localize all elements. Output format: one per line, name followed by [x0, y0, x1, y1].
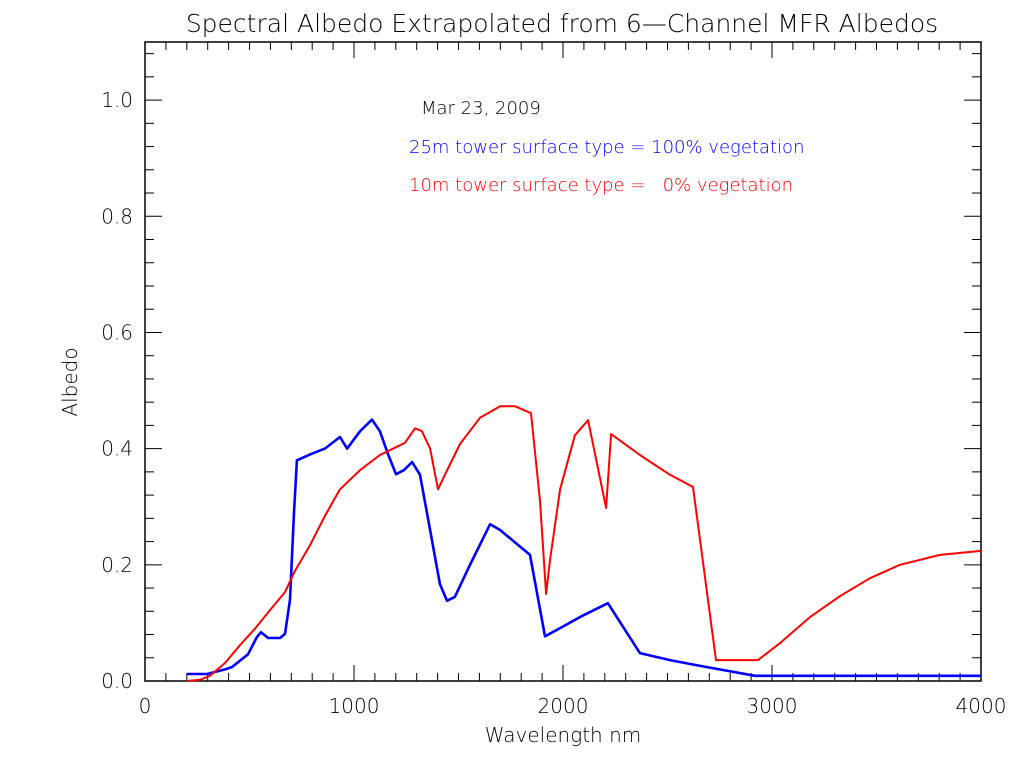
legend-blue: 25m tower surface type = 100% vegetation: [409, 137, 804, 158]
series-line-10m-tower: [186, 405, 982, 682]
y-tick-label: 0.6: [101, 320, 133, 344]
annotation-date: Mar 23, 2009: [421, 98, 541, 119]
x-tick-label: 2000: [538, 694, 589, 718]
legend-red: 10m tower surface type = 0% vegetation: [409, 175, 793, 196]
y-tick-label: 0.0: [101, 669, 133, 693]
y-tick-label: 0.2: [101, 553, 133, 577]
x-tick-label: 0: [139, 694, 152, 718]
chart-title: Spectral Albedo Extrapolated from 6—Chan…: [186, 9, 938, 38]
axis-ticks: [144, 42, 982, 682]
x-axis-label: Wavelength nm: [485, 723, 641, 747]
x-tick-label: 3000: [747, 694, 798, 718]
y-tick-label: 0.8: [101, 204, 133, 228]
series-layer: [186, 405, 982, 682]
tick-labels: 0 1000 2000 3000 4000 0.0 0.2 0.4 0.6 0.8 1.0: [101, 88, 1006, 718]
x-tick-label: 1000: [329, 694, 380, 718]
y-tick-label: 1.0: [101, 88, 133, 112]
y-tick-label: 0.4: [101, 437, 133, 461]
series-line-25m-tower: [186, 418, 981, 678]
x-tick-label: 4000: [956, 694, 1007, 718]
y-axis-label: Albedo: [58, 347, 82, 416]
